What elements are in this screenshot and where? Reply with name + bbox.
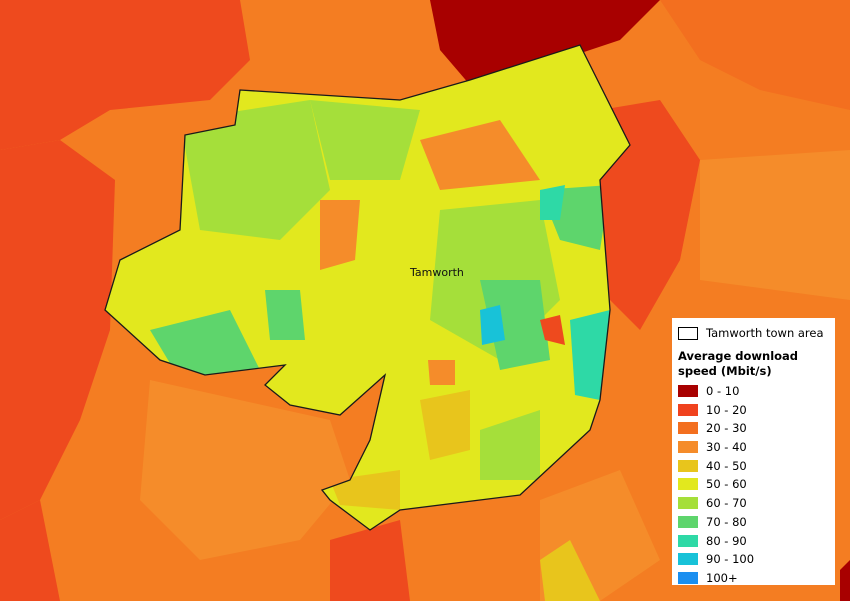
- region: [180, 100, 330, 240]
- region: [0, 140, 115, 520]
- legend-label: 100+: [706, 570, 738, 585]
- legend-outline-entry: Tamworth town area: [678, 324, 829, 343]
- place-label: Tamworth: [409, 266, 464, 279]
- legend-label: 60 - 70: [706, 496, 747, 511]
- legend-label: 50 - 60: [706, 477, 747, 492]
- legend-swatch: [678, 497, 698, 510]
- region: [420, 390, 470, 460]
- region: [140, 380, 350, 560]
- legend-entry: 30 - 40: [678, 438, 829, 457]
- legend: Tamworth town area Average download spee…: [672, 318, 835, 585]
- legend-label: 80 - 90: [706, 533, 747, 548]
- legend-classes: 0 - 10 10 - 20 20 - 30 30 - 40 40 - 50 50 - 6…: [678, 382, 829, 588]
- legend-swatch: [678, 515, 698, 528]
- legend-swatch: [678, 571, 698, 584]
- region: [0, 500, 60, 601]
- region: [265, 290, 305, 340]
- legend-entry: 10 - 20: [678, 400, 829, 419]
- legend-entry: 50 - 60: [678, 475, 829, 494]
- region: [570, 310, 610, 400]
- region: [660, 0, 850, 110]
- legend-swatch: [678, 422, 698, 435]
- region: [700, 150, 850, 300]
- region: [150, 310, 260, 380]
- region: [320, 200, 360, 270]
- outline-swatch: [678, 326, 698, 340]
- region: [0, 0, 250, 150]
- legend-swatch: [678, 478, 698, 491]
- legend-entry: 0 - 10: [678, 382, 829, 401]
- legend-entry: 80 - 90: [678, 531, 829, 550]
- region: [428, 360, 455, 385]
- region: [330, 520, 410, 601]
- legend-label: 0 - 10: [706, 384, 740, 399]
- region: [480, 280, 550, 370]
- legend-label: 40 - 50: [706, 458, 747, 473]
- legend-swatch: [678, 441, 698, 454]
- legend-swatch: [678, 385, 698, 398]
- legend-label: Tamworth town area: [706, 326, 824, 341]
- legend-entry: 60 - 70: [678, 494, 829, 513]
- region: [430, 0, 660, 85]
- region: [310, 100, 420, 180]
- region: [540, 540, 600, 601]
- region: [840, 560, 850, 601]
- legend-entry: 90 - 100: [678, 550, 829, 569]
- region: [480, 305, 505, 345]
- legend-label: 30 - 40: [706, 440, 747, 455]
- legend-label: 70 - 80: [706, 514, 747, 529]
- legend-swatch: [678, 459, 698, 472]
- legend-swatch: [678, 403, 698, 416]
- region: [480, 410, 540, 480]
- region: [420, 120, 540, 190]
- legend-swatch: [678, 553, 698, 566]
- legend-entry: 100+: [678, 569, 829, 588]
- legend-label: 10 - 20: [706, 402, 747, 417]
- legend-entry: 40 - 50: [678, 456, 829, 475]
- legend-label: 20 - 30: [706, 421, 747, 436]
- region: [540, 185, 565, 220]
- legend-entry: 20 - 30: [678, 419, 829, 438]
- region: [600, 100, 700, 330]
- legend-title: Average download speed (Mbit/s): [678, 348, 799, 378]
- legend-swatch: [678, 534, 698, 547]
- region: [540, 315, 565, 345]
- town-outline: [104, 44, 631, 531]
- legend-label: 90 - 100: [706, 552, 755, 567]
- legend-entry: 70 - 80: [678, 513, 829, 532]
